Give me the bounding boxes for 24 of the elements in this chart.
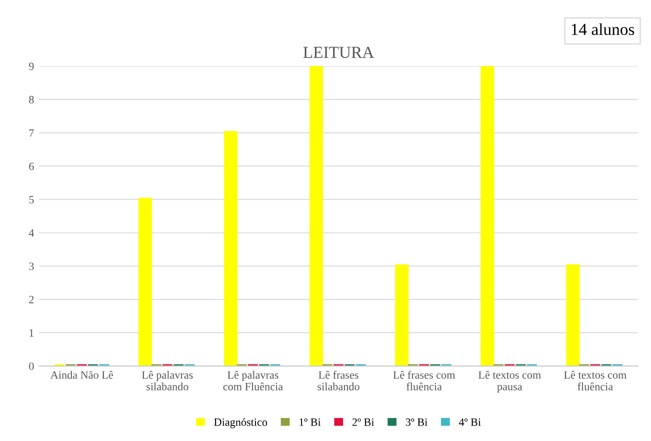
x-tick-label: Lê textos com fluência	[564, 370, 626, 390]
legend-label: 2º Bi	[352, 418, 374, 426]
legend-label: 3º Bi	[406, 418, 428, 426]
x-tick-label: Lê palavras silabando	[142, 370, 193, 390]
legend-label: 4º Bi	[458, 418, 481, 426]
y-tick-label: 8	[29, 96, 34, 104]
x-tick-label: Lê palavras com Fluência	[223, 370, 283, 390]
y-tick-label: 1	[30, 329, 34, 337]
y-tick-label: 2	[29, 296, 34, 304]
x-tick-label: Lê frases com fluência	[393, 370, 456, 390]
x-tick-label: Lê textos com pausa	[478, 370, 541, 393]
y-tick-label: 9	[29, 62, 34, 70]
y-tick-label: 7	[29, 129, 34, 137]
legend-label: 1º Bi	[300, 418, 321, 426]
y-tick-label: 5	[29, 196, 34, 204]
y-tick-label: 6	[29, 162, 34, 170]
y-tick-label: 0	[29, 362, 34, 370]
x-tick-label: Ainda Não Lê	[50, 370, 113, 379]
y-tick-label: 4	[28, 229, 34, 237]
y-tick-label: 3	[29, 262, 34, 270]
chart-title: LEITURA	[303, 46, 374, 58]
legend-label: Diagnóstico	[214, 418, 268, 428]
text: 14 alunos	[572, 23, 634, 36]
x-tick-label: Lê frases silabando	[318, 370, 360, 390]
